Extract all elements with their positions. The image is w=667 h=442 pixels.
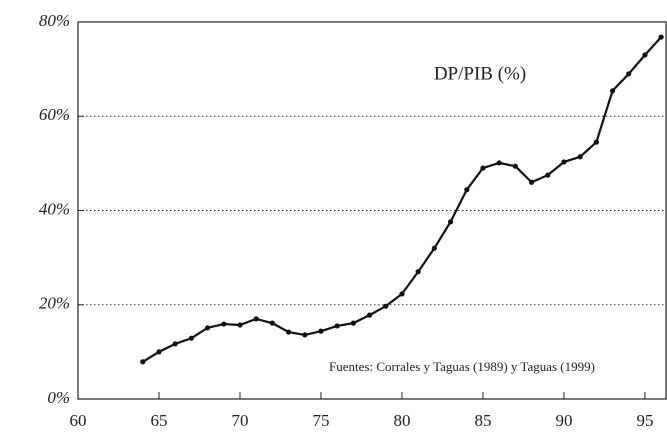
data-point xyxy=(545,172,551,178)
data-point xyxy=(561,159,567,165)
data-point xyxy=(383,303,389,309)
data-point xyxy=(642,52,648,58)
source-note: Fuentes: Corrales y Taguas (1989) y Tagu… xyxy=(329,359,595,374)
series-annotation: DP/PIB (%) xyxy=(434,63,526,84)
data-point xyxy=(204,325,211,331)
data-point xyxy=(253,316,259,322)
data-point xyxy=(399,291,405,297)
y-tick-label: 60% xyxy=(39,105,70,124)
data-point xyxy=(237,322,243,328)
data-point xyxy=(512,163,518,169)
y-tick-label: 20% xyxy=(39,294,70,313)
data-point xyxy=(480,165,486,171)
data-point xyxy=(577,154,583,160)
data-point xyxy=(447,219,454,225)
data-point xyxy=(350,320,356,326)
y-tick-label: 80% xyxy=(39,11,70,30)
data-point xyxy=(156,349,162,355)
x-tick-label: 60 xyxy=(70,411,87,430)
data-line xyxy=(142,36,662,363)
data-point xyxy=(221,321,227,327)
x-tick-label: 65 xyxy=(150,411,167,430)
data-point xyxy=(464,187,470,193)
data-point xyxy=(431,245,437,251)
x-tick-label: 95 xyxy=(636,411,653,430)
y-tick-label: 0% xyxy=(47,388,70,407)
y-tick-label: 40% xyxy=(39,199,70,218)
data-point xyxy=(593,139,599,145)
data-point xyxy=(140,359,146,365)
data-point xyxy=(269,320,275,326)
data-point xyxy=(609,88,616,94)
data-point xyxy=(188,335,194,341)
data-point xyxy=(172,341,178,347)
data-point xyxy=(496,160,502,166)
data-point xyxy=(658,34,664,40)
x-tick-label: 90 xyxy=(555,411,572,430)
data-point xyxy=(626,71,632,77)
data-point xyxy=(366,312,373,318)
x-tick-label: 70 xyxy=(231,411,248,430)
x-tick-label: 80 xyxy=(393,411,410,430)
x-tick-label: 85 xyxy=(474,411,491,430)
data-point xyxy=(334,323,340,329)
data-point xyxy=(528,179,535,185)
data-point xyxy=(302,332,308,338)
data-point xyxy=(318,328,324,334)
data-point xyxy=(285,329,292,335)
data-point xyxy=(415,269,421,275)
x-tick-label: 75 xyxy=(312,411,329,430)
